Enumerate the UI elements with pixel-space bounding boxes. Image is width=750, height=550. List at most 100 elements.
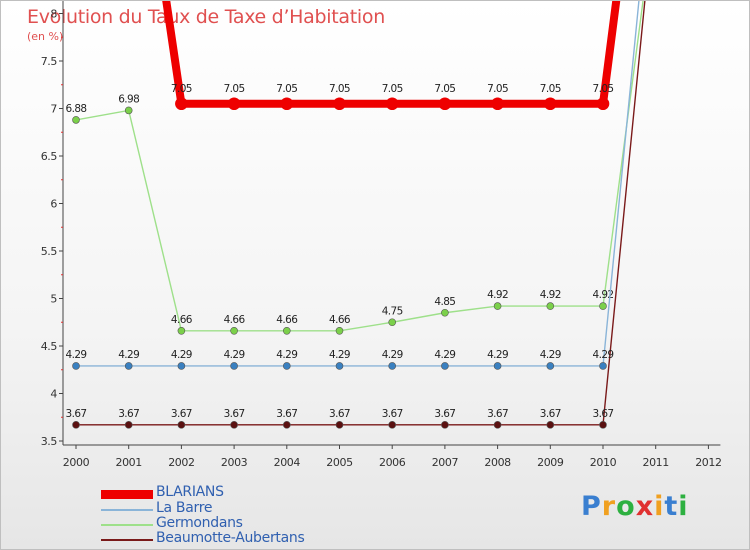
- point-beaumotte-aubertans: [230, 421, 238, 429]
- point-beaumotte-aubertans: [335, 421, 344, 429]
- x-tick-label: 2006: [379, 456, 406, 469]
- y-tick-label: 4: [50, 388, 57, 401]
- x-tick-label: 2000: [63, 456, 90, 469]
- point-beaumotte-aubertans: [177, 421, 186, 429]
- data-label-blarians: 7.05: [382, 83, 403, 95]
- data-label-beaumotte-aubertans: 3.67: [276, 408, 297, 420]
- y-tick-label: 6: [50, 198, 57, 211]
- y-tick-label: 6.5: [41, 150, 58, 163]
- point-la-barre: [441, 362, 449, 370]
- point-germondans: [493, 302, 502, 310]
- data-label-beaumotte-aubertans: 3.67: [171, 408, 192, 420]
- point-blarians: [596, 97, 610, 111]
- data-label-blarians: 7.05: [224, 83, 245, 95]
- data-label-germondans: 4.66: [276, 314, 298, 326]
- point-la-barre: [388, 362, 397, 370]
- logo-letter: r: [601, 491, 617, 522]
- proxiti-logo: Proxiti: [581, 491, 689, 522]
- point-blarians: [227, 97, 241, 111]
- data-label-blarians: 7.05: [171, 83, 192, 95]
- point-germondans: [124, 106, 133, 115]
- point-beaumotte-aubertans: [546, 421, 555, 429]
- data-label-la-barre: 4.29: [487, 349, 508, 361]
- y-tick-label: 7: [50, 103, 57, 116]
- point-blarians: [280, 97, 294, 111]
- data-label-la-barre: 4.29: [224, 349, 245, 361]
- x-tick-label: 2009: [537, 456, 564, 469]
- data-label-blarians: 7.05: [593, 83, 614, 95]
- data-label-beaumotte-aubertans: 3.67: [540, 408, 561, 420]
- y-tick-label: 4.5: [41, 340, 58, 353]
- data-label-blarians: 7.05: [276, 83, 297, 95]
- chart-title: Evolution du Taux de Taxe d’Habitation: [27, 6, 385, 28]
- point-la-barre: [493, 362, 502, 370]
- data-label-la-barre: 4.29: [118, 349, 139, 361]
- y-tick-label: 5: [50, 293, 57, 306]
- point-la-barre: [72, 362, 80, 370]
- point-la-barre: [335, 362, 344, 370]
- point-beaumotte-aubertans: [493, 421, 502, 429]
- logo-letter: i: [678, 491, 689, 522]
- point-blarians: [385, 97, 399, 111]
- y-tick-label: 5.5: [41, 245, 58, 258]
- data-label-la-barre: 4.29: [329, 349, 350, 361]
- point-beaumotte-aubertans: [124, 421, 133, 429]
- data-label-blarians: 7.05: [487, 83, 508, 95]
- data-label-germondans: 6.88: [66, 103, 87, 115]
- data-label-blarians: 7.05: [434, 83, 455, 95]
- data-label-germondans: 6.98: [118, 93, 139, 105]
- y-tick-label: 8: [50, 8, 57, 21]
- x-tick-label: 2005: [326, 456, 353, 469]
- logo-letter: o: [616, 491, 636, 522]
- x-tick-label: 2012: [695, 456, 721, 469]
- point-beaumotte-aubertans: [72, 421, 80, 429]
- point-germondans: [335, 326, 344, 335]
- point-germondans: [230, 326, 238, 335]
- point-la-barre: [282, 362, 291, 370]
- data-label-beaumotte-aubertans: 3.67: [118, 408, 139, 420]
- x-tick-label: 2007: [432, 456, 459, 469]
- legend-label-germondans: Germondans: [156, 515, 243, 531]
- point-la-barre: [124, 362, 133, 370]
- data-label-beaumotte-aubertans: 3.67: [382, 408, 403, 420]
- data-label-la-barre: 4.29: [593, 349, 614, 361]
- y-tick-label: 3.5: [41, 435, 58, 448]
- data-label-germondans: 4.92: [593, 289, 614, 301]
- data-label-germondans: 4.66: [224, 314, 246, 326]
- point-blarians: [175, 97, 188, 111]
- data-label-germondans: 4.66: [329, 314, 351, 326]
- data-label-germondans: 4.66: [171, 314, 193, 326]
- x-tick-label: 2011: [642, 456, 668, 469]
- point-la-barre: [546, 362, 555, 370]
- data-label-blarians: 7.05: [329, 83, 350, 95]
- point-blarians: [543, 97, 557, 111]
- point-la-barre: [599, 362, 607, 370]
- data-label-beaumotte-aubertans: 3.67: [329, 408, 350, 420]
- legend-swatch-blarians: [101, 490, 153, 499]
- point-beaumotte-aubertans: [441, 421, 449, 429]
- data-label-germondans: 4.92: [487, 289, 508, 301]
- point-blarians: [333, 97, 346, 111]
- data-label-blarians: 7.05: [540, 83, 561, 95]
- y-tick-label: 7.5: [41, 55, 58, 68]
- point-beaumotte-aubertans: [599, 421, 607, 429]
- point-beaumotte-aubertans: [388, 421, 397, 429]
- point-blarians: [491, 97, 504, 111]
- point-germondans: [388, 318, 397, 327]
- point-germondans: [599, 302, 607, 310]
- legend-swatch-la-barre: [101, 509, 153, 511]
- point-blarians: [438, 97, 452, 111]
- data-label-germondans: 4.75: [382, 305, 403, 317]
- point-germondans: [546, 302, 555, 310]
- legend-label-blarians: BLARIANS: [156, 484, 224, 500]
- data-label-beaumotte-aubertans: 3.67: [593, 408, 614, 420]
- x-tick-label: 2008: [484, 456, 511, 469]
- x-tick-label: 2001: [115, 456, 141, 469]
- logo-letter: t: [664, 491, 679, 522]
- data-label-germondans: 4.85: [434, 296, 455, 308]
- data-label-beaumotte-aubertans: 3.67: [66, 408, 87, 420]
- data-label-beaumotte-aubertans: 3.67: [487, 408, 508, 420]
- data-label-la-barre: 4.29: [66, 349, 87, 361]
